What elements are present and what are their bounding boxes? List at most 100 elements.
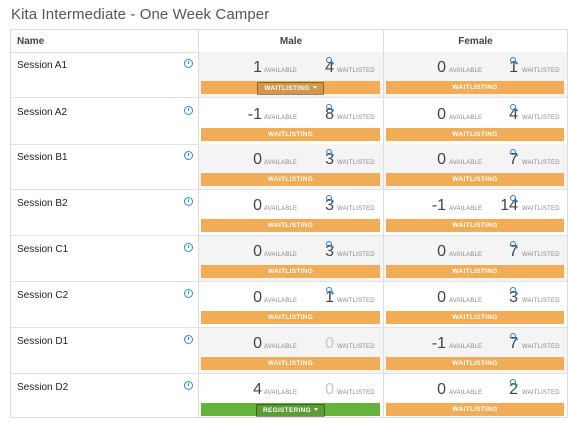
- waitlisted-label: WAITLISTED: [522, 160, 560, 166]
- search-icon[interactable]: [326, 57, 332, 63]
- session-name: Session B1: [17, 152, 68, 163]
- female-available-count: 0: [437, 59, 446, 76]
- male-waitlisted-count[interactable]: 8: [325, 106, 334, 123]
- info-icon[interactable]: [184, 106, 193, 115]
- caret-down-icon: [312, 86, 317, 89]
- status-bar[interactable]: WAITLISTING: [386, 81, 564, 94]
- session-name: Session D2: [17, 382, 69, 393]
- status-bar[interactable]: WAITLISTING: [201, 357, 380, 370]
- status-label: WAITLISTING: [452, 84, 498, 91]
- status-bar[interactable]: WAITLISTING: [386, 403, 564, 416]
- info-icon[interactable]: [184, 289, 193, 298]
- search-icon[interactable]: [510, 57, 516, 63]
- available-label: AVAILABLE: [449, 252, 483, 258]
- female-cell: -1 AVAILABLE 14 WAITLISTED WAITLISTING: [384, 190, 567, 235]
- male-waitlisted-count[interactable]: 4: [325, 59, 334, 76]
- waitlisted-label: WAITLISTED: [522, 206, 560, 212]
- search-icon[interactable]: [510, 241, 516, 247]
- female-waitlisted-count[interactable]: 7: [509, 335, 518, 352]
- column-divider: [198, 30, 199, 417]
- status-bar[interactable]: WAITLISTING: [386, 128, 564, 141]
- status-bar[interactable]: WAITLISTING: [201, 311, 380, 324]
- table-row: Session B2 0 AVAILABLE 3 WAITLISTED WAITLISTI…: [11, 190, 567, 236]
- available-label: AVAILABLE: [264, 298, 298, 304]
- female-waitlisted-count[interactable]: 3: [509, 289, 518, 306]
- male-waitlisted-count[interactable]: 3: [325, 243, 334, 260]
- search-icon[interactable]: [510, 287, 516, 293]
- status-bar[interactable]: WAITLISTING: [386, 265, 564, 278]
- table-row: Session B1 0 AVAILABLE 3 WAITLISTED WAITLISTI…: [11, 144, 567, 190]
- status-label: WAITLISTING: [267, 176, 314, 183]
- status-dropdown-button[interactable]: WAITLISTING: [257, 82, 324, 95]
- male-cell: 0 AVAILABLE 3 WAITLISTED WAITLISTING: [199, 190, 383, 235]
- status-bar[interactable]: WAITLISTING: [386, 219, 564, 232]
- status-bar[interactable]: WAITLISTING: [386, 311, 564, 324]
- search-icon[interactable]: [326, 195, 332, 201]
- female-available-count: -1: [431, 335, 446, 352]
- waitlisted-label: WAITLISTED: [522, 344, 560, 350]
- female-waitlisted-count[interactable]: 2: [509, 381, 518, 398]
- waitlisted-label: WAITLISTED: [337, 160, 375, 166]
- status-label: WAITLISTING: [267, 131, 314, 138]
- status-bar[interactable]: WAITLISTING: [201, 128, 380, 141]
- caret-down-icon: [314, 408, 319, 411]
- search-icon[interactable]: [510, 149, 516, 155]
- info-icon[interactable]: [184, 381, 193, 390]
- female-available-count: -1: [431, 197, 446, 214]
- status-label: WAITLISTING: [452, 268, 498, 275]
- search-icon[interactable]: [326, 287, 332, 293]
- session-name: Session B2: [17, 198, 68, 209]
- column-header-male: Male: [279, 36, 303, 47]
- male-waitlisted-count[interactable]: 3: [325, 197, 334, 214]
- status-bar[interactable]: WAITLISTING: [201, 265, 380, 278]
- status-bar[interactable]: WAITLISTING: [201, 219, 380, 232]
- male-cell: 1 AVAILABLE 4 WAITLISTED WAITLISTING: [199, 52, 383, 97]
- status-bar[interactable]: WAITLISTING: [386, 357, 564, 370]
- search-icon[interactable]: [510, 333, 516, 339]
- female-cell: 0 AVAILABLE 7 WAITLISTED WAITLISTING: [384, 144, 567, 189]
- info-icon[interactable]: [184, 59, 193, 68]
- info-icon[interactable]: [184, 197, 193, 206]
- search-icon[interactable]: [326, 104, 332, 110]
- female-waitlisted-count[interactable]: 4: [509, 106, 518, 123]
- available-label: AVAILABLE: [449, 160, 483, 166]
- search-icon[interactable]: [510, 379, 516, 385]
- female-waitlisted-count[interactable]: 7: [509, 243, 518, 260]
- search-icon[interactable]: [510, 195, 516, 201]
- male-available-count: 0: [253, 289, 262, 306]
- status-label: WAITLISTING: [452, 406, 498, 413]
- female-waitlisted-count[interactable]: 14: [500, 197, 518, 214]
- male-available-count: 4: [253, 381, 262, 398]
- female-waitlisted-count[interactable]: 7: [509, 151, 518, 168]
- available-label: AVAILABLE: [264, 390, 298, 396]
- available-label: AVAILABLE: [449, 68, 483, 74]
- male-waitlisted-count[interactable]: 3: [325, 151, 334, 168]
- status-dropdown-button[interactable]: REGISTERING: [255, 404, 326, 417]
- status-bar: REGISTERING: [201, 403, 380, 417]
- info-icon[interactable]: [184, 243, 193, 252]
- session-name: Session C2: [17, 290, 69, 301]
- search-icon[interactable]: [326, 149, 332, 155]
- waitlisted-label: WAITLISTED: [337, 390, 375, 396]
- waitlisted-label: WAITLISTED: [337, 344, 375, 350]
- available-label: AVAILABLE: [449, 344, 483, 350]
- male-cell: 4 AVAILABLE 0 WAITLISTED REGISTERING: [199, 374, 383, 417]
- male-available-count: 0: [253, 151, 262, 168]
- male-waitlisted-count[interactable]: 1: [325, 289, 334, 306]
- page-title: Kita Intermediate - One Week Camper: [11, 6, 270, 23]
- available-label: AVAILABLE: [264, 68, 298, 74]
- search-icon[interactable]: [326, 241, 332, 247]
- status-bar[interactable]: WAITLISTING: [201, 173, 380, 186]
- female-cell: 0 AVAILABLE 4 WAITLISTED WAITLISTING: [384, 99, 567, 144]
- available-label: AVAILABLE: [449, 206, 483, 212]
- female-waitlisted-count[interactable]: 1: [509, 59, 518, 76]
- info-icon[interactable]: [184, 151, 193, 160]
- female-available-count: 0: [437, 381, 446, 398]
- status-bar[interactable]: WAITLISTING: [386, 173, 564, 186]
- table-row: Session C2 0 AVAILABLE 1 WAITLISTED WAITLISTI…: [11, 282, 567, 328]
- info-icon[interactable]: [184, 335, 193, 344]
- search-icon[interactable]: [510, 104, 516, 110]
- female-cell: -1 AVAILABLE 7 WAITLISTED WAITLISTING: [384, 328, 567, 373]
- waitlisted-label: WAITLISTED: [337, 115, 375, 121]
- status-label: WAITLISTING: [267, 314, 314, 321]
